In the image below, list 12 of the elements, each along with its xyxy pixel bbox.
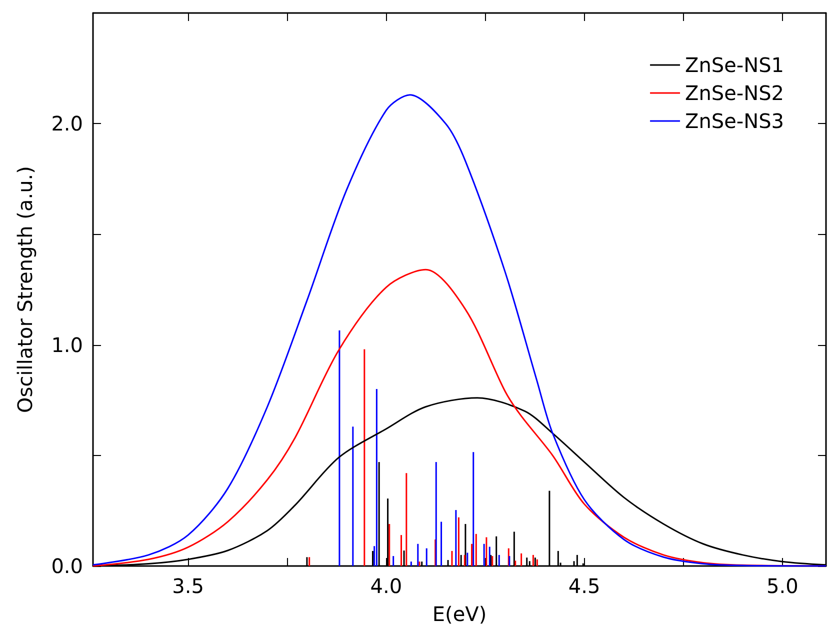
y-axis-title: Oscillator Strength (a.u.) — [13, 166, 37, 413]
legend-label: ZnSe-NS1 — [685, 53, 784, 77]
y-tick-label: 2.0 — [51, 112, 83, 136]
x-tick-label: 4.0 — [370, 574, 402, 598]
x-axis-title: E(eV) — [432, 602, 487, 626]
y-tick-label: 0.0 — [51, 554, 83, 578]
legend-label: ZnSe-NS2 — [685, 81, 784, 105]
x-tick-label: 3.5 — [172, 574, 204, 598]
y-tick-label: 1.0 — [51, 332, 83, 357]
x-tick-label: 5.0 — [766, 574, 798, 598]
x-tick-label: 4.5 — [568, 574, 600, 598]
legend-label: ZnSe-NS3 — [685, 109, 784, 133]
